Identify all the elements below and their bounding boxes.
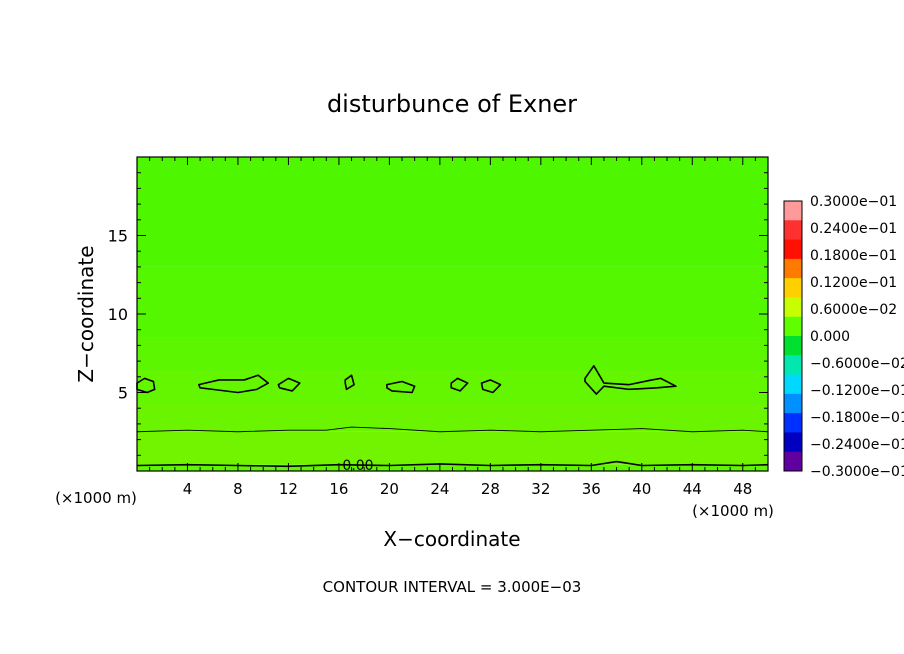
colorbar-swatch-0 <box>784 201 802 221</box>
contour-line-0 <box>136 426 769 433</box>
contour-label: 0.00 <box>342 458 373 474</box>
colorbar-label-3: 0.1200e−01 <box>810 275 897 291</box>
y-tick-label-2: 15 <box>108 227 128 246</box>
colorbar-swatch-2 <box>784 239 802 260</box>
colorbar-swatches <box>784 201 802 472</box>
x-tick-label-6: 28 <box>481 480 500 498</box>
closed-contour-2 <box>277 377 301 392</box>
field-bands <box>137 157 768 471</box>
x-axis-label: X−coordinate <box>383 527 520 551</box>
colorbar-swatch-12 <box>784 432 802 453</box>
y-ticks: 5 10 15 <box>108 172 768 456</box>
x-tick-label-8: 36 <box>582 480 601 498</box>
field-band-1 <box>137 431 768 465</box>
closed-contour-7 <box>584 365 677 395</box>
x-unit-right: (×1000 m) <box>692 502 774 520</box>
colorbar-frame <box>783 200 803 472</box>
colorbar-label-7: −0.1200e−01 <box>810 383 904 399</box>
chart-title: disturbunce of Exner <box>327 90 577 118</box>
y-axis-label: Z−coordinate <box>74 245 98 382</box>
y-tick-label-0: 5 <box>118 384 128 403</box>
colorbar-label-6: −0.6000e−02 <box>810 356 904 372</box>
colorbar-swatch-4 <box>784 278 802 298</box>
x-tick-label-2: 12 <box>279 480 298 498</box>
colorbar-swatch-8 <box>784 355 802 375</box>
field-band-6 <box>137 157 768 267</box>
colorbar-label-10: −0.3000e−01 <box>810 464 904 480</box>
x-tick-label-0: 4 <box>183 480 193 498</box>
closed-contour-6 <box>480 379 502 394</box>
x-tick-label-10: 44 <box>683 480 702 498</box>
colorbar-swatch-11 <box>784 413 802 433</box>
colorbar-label-1: 0.2400e−01 <box>810 221 897 237</box>
closed-contour-5 <box>450 377 469 392</box>
colorbar-swatch-5 <box>784 297 802 318</box>
field-band-4 <box>137 337 768 371</box>
x-tick-label-5: 24 <box>430 480 449 498</box>
x-tick-label-4: 20 <box>380 480 399 498</box>
x-ticks: 4 8 12 16 20 24 28 32 36 40 44 48 <box>149 157 756 498</box>
field-band-5 <box>137 266 768 338</box>
colorbar-label-5: 0.000 <box>810 329 850 345</box>
closed-contour-4 <box>386 380 416 394</box>
contour-interval-note: CONTOUR INTERVAL = 3.000E−03 <box>323 578 582 596</box>
colorbar-label-4: 0.6000e−02 <box>810 302 897 318</box>
colorbar-swatch-3 <box>784 258 802 279</box>
colorbar-swatch-9 <box>784 374 802 395</box>
colorbar-swatch-13 <box>784 451 802 472</box>
colorbar: 0.3000e−01 0.2400e−01 0.1800e−01 0.1200e−01… <box>783 194 904 480</box>
colorbar-label-8: −0.1800e−01 <box>810 410 904 426</box>
y-tick-label-1: 10 <box>108 305 128 324</box>
closed-contour-3 <box>344 374 355 391</box>
colorbar-labels: 0.3000e−01 0.2400e−01 0.1800e−01 0.1200e−01… <box>810 194 904 480</box>
x-tick-label-7: 32 <box>531 480 550 498</box>
x-tick-label-3: 16 <box>329 480 348 498</box>
colorbar-swatch-6 <box>784 316 802 337</box>
colorbar-label-0: 0.3000e−01 <box>810 194 897 210</box>
x-tick-label-9: 40 <box>632 480 651 498</box>
field-band-2 <box>137 403 768 432</box>
x-unit-left: (×1000 m) <box>55 489 137 507</box>
colorbar-swatch-1 <box>784 220 802 240</box>
colorbar-label-2: 0.1800e−01 <box>810 248 897 264</box>
x-tick-label-11: 48 <box>733 480 752 498</box>
colorbar-label-9: −0.2400e−01 <box>810 437 904 453</box>
colorbar-swatch-10 <box>784 393 802 414</box>
closed-contour-1 <box>198 374 270 394</box>
x-tick-label-1: 8 <box>233 480 243 498</box>
colorbar-swatch-7 <box>784 336 802 356</box>
